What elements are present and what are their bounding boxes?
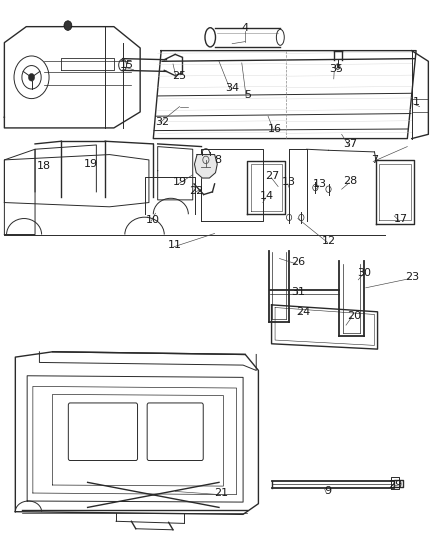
Text: 24: 24 (296, 307, 310, 317)
Polygon shape (194, 155, 217, 178)
Text: 20: 20 (347, 311, 361, 320)
Text: 19: 19 (84, 159, 98, 169)
Text: 14: 14 (260, 191, 274, 201)
Text: 21: 21 (214, 488, 228, 498)
Text: 17: 17 (394, 214, 408, 223)
Text: 4: 4 (242, 23, 249, 33)
Text: 7: 7 (371, 155, 378, 165)
Text: 9: 9 (324, 487, 331, 496)
Text: 18: 18 (37, 161, 51, 171)
Text: 26: 26 (291, 257, 305, 267)
Text: 22: 22 (189, 186, 203, 196)
Text: 12: 12 (322, 236, 336, 246)
Text: 8: 8 (215, 155, 222, 165)
Text: 29: 29 (389, 480, 403, 490)
Circle shape (28, 74, 35, 81)
Text: 1: 1 (413, 98, 420, 107)
Text: 13: 13 (313, 179, 327, 189)
Text: 23: 23 (405, 272, 419, 282)
Text: 28: 28 (343, 176, 357, 186)
Text: 10: 10 (145, 215, 159, 224)
Text: 27: 27 (265, 171, 279, 181)
Text: 34: 34 (225, 83, 239, 93)
Text: 31: 31 (291, 287, 305, 296)
Text: 30: 30 (357, 268, 371, 278)
Text: 15: 15 (120, 60, 134, 70)
Text: 13: 13 (282, 177, 296, 187)
Text: 25: 25 (173, 71, 187, 80)
Text: 11: 11 (168, 240, 182, 250)
Text: 35: 35 (329, 64, 343, 74)
Text: 19: 19 (173, 177, 187, 187)
Circle shape (64, 21, 72, 30)
Text: 5: 5 (244, 90, 251, 100)
Text: 16: 16 (268, 124, 282, 134)
Text: 37: 37 (343, 139, 357, 149)
Text: 32: 32 (155, 117, 169, 126)
